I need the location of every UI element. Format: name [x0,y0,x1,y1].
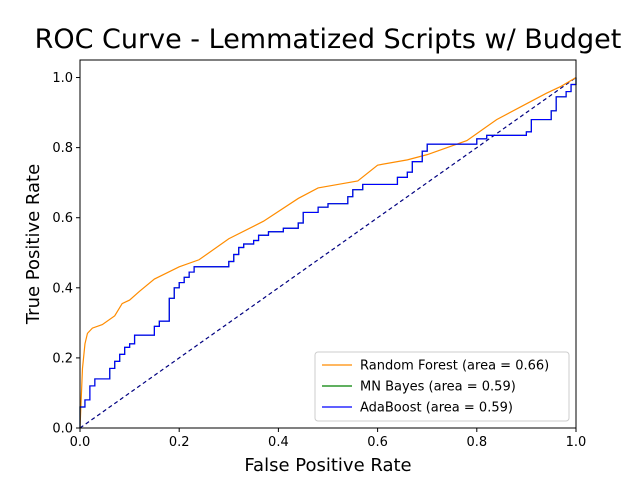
series-line-0 [79,77,577,429]
x-tick-label: 0.8 [466,435,487,450]
legend-label-2: AdaBoost (area = 0.59) [360,401,513,416]
y-axis: 0.0 0.2 0.4 0.6 0.8 1.0 [52,71,80,437]
x-tick-label: 0.6 [367,435,388,450]
x-tick-label: 0.4 [268,435,289,450]
y-tick-label: 0.4 [52,281,73,296]
x-axis: 0.0 0.2 0.4 0.6 0.8 1.0 [70,428,587,450]
series-line-2 [79,77,577,428]
legend-box [314,351,570,422]
x-tick-label: 0.2 [169,435,190,450]
legend: Random Forest (area = 0.66) MN Bayes (are… [314,351,570,422]
chart-title: ROC Curve - Lemmatized Scripts w/ Budget [35,24,622,55]
y-tick-label: 0.0 [52,422,73,437]
plot-content [79,77,577,429]
legend-label-1: MN Bayes (area = 0.59) [360,380,516,395]
plot-frame [79,59,577,429]
y-axis-label: True Positive Rate [23,164,44,325]
legend-label-0: Random Forest (area = 0.66) [360,359,549,374]
y-tick-label: 0.2 [52,351,73,366]
y-tick-label: 1.0 [52,71,73,86]
x-tick-label: 1.0 [566,435,587,450]
y-tick-label: 0.8 [52,141,73,156]
y-tick-label: 0.6 [52,211,73,226]
x-axis-label: False Positive Rate [244,455,411,476]
x-tick-label: 0.0 [70,435,91,450]
